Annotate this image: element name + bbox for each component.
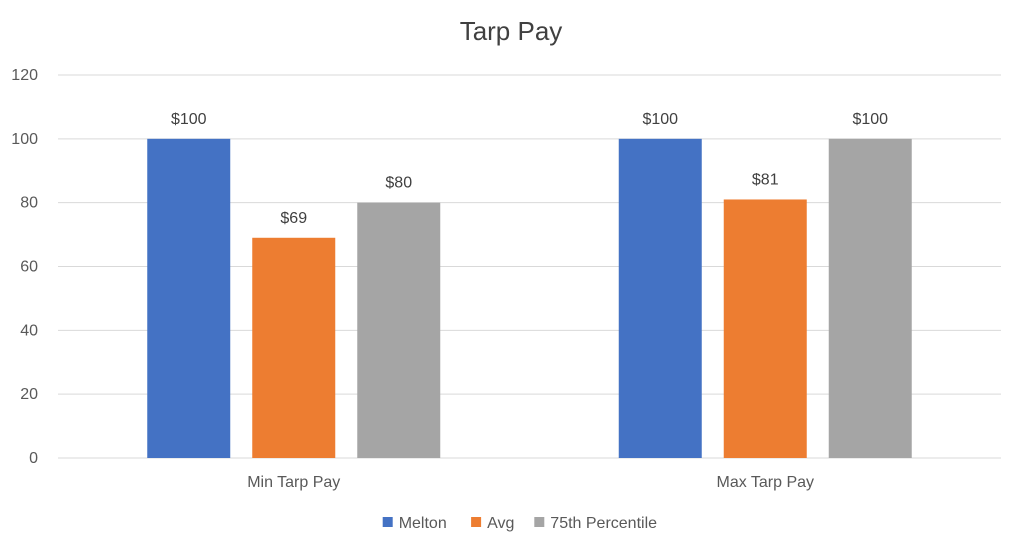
legend-swatch	[382, 517, 393, 527]
bars	[147, 138, 912, 459]
y-tick-label: 100	[11, 131, 38, 148]
data-label: $69	[280, 210, 307, 227]
y-tick-label: 20	[20, 386, 38, 403]
y-tick-label: 0	[29, 450, 38, 467]
y-tick-label: 60	[20, 259, 38, 276]
legend-label: Melton	[399, 515, 447, 532]
data-labels: $100 $69 $80 $100 $81 $100	[171, 111, 888, 227]
x-axis-categories: Min Tarp Pay Max Tarp Pay	[247, 474, 814, 491]
bar-melton-1	[147, 138, 231, 459]
y-tick-label: 120	[11, 67, 38, 84]
bar-melton-2	[618, 138, 702, 459]
legend-swatch	[471, 517, 482, 527]
data-label: $80	[385, 175, 412, 192]
y-tick-label: 40	[20, 322, 38, 339]
legend: Melton Avg 75th Percentile	[382, 515, 657, 532]
legend-label: Avg	[487, 515, 514, 532]
bar-avg-2	[723, 199, 807, 458]
data-label: $100	[852, 111, 888, 128]
legend-label: 75th Percentile	[550, 515, 657, 532]
data-label: $100	[642, 111, 678, 128]
bar-avg-1	[252, 237, 336, 458]
legend-swatch	[534, 517, 545, 527]
x-category-label: Max Tarp Pay	[716, 474, 814, 491]
data-label: $100	[171, 111, 207, 128]
bar-75th-percentile-1	[357, 202, 441, 458]
bar-75th-percentile-2	[828, 138, 912, 459]
y-tick-label: 80	[20, 195, 38, 212]
data-label: $81	[752, 171, 779, 188]
x-category-label: Min Tarp Pay	[247, 474, 340, 491]
y-axis-ticks: 0 20 40 60 80 100 120	[11, 67, 38, 467]
chart-title: Tarp Pay	[460, 16, 563, 46]
